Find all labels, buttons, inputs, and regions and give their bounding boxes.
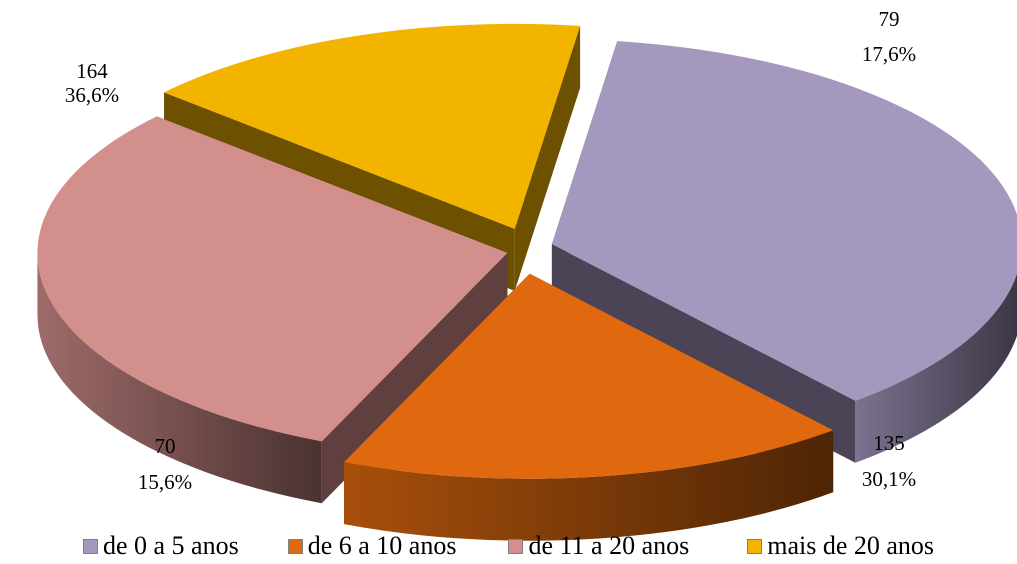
data-label-percent-1: 17,6% (862, 42, 916, 66)
legend-swatch-3 (747, 538, 763, 554)
pie-slice-side-1 (344, 430, 834, 541)
legend-swatch-1 (287, 538, 303, 554)
data-label-value-2: 135 (873, 431, 905, 455)
pie-slice-side-0 (855, 273, 1017, 463)
pie-slice-edge-3-1 (514, 25, 581, 291)
pie-slice-1 (344, 273, 834, 479)
pie-slice-3 (164, 23, 581, 229)
data-label-percent-0: 36,6% (65, 83, 119, 107)
legend-swatch-2 (508, 538, 524, 554)
legend-swatch-0 (82, 538, 98, 554)
legend-label-3: mais de 20 anos (767, 531, 935, 560)
legend-item-0: de 0 a 5 anos (82, 531, 239, 560)
legend-item-3: mais de 20 anos (747, 531, 935, 560)
legend-item-1: de 6 a 10 anos (287, 531, 457, 560)
legend-label-0: de 0 a 5 anos (102, 531, 239, 560)
data-label-percent-2: 30,1% (862, 467, 916, 491)
pie-slice-side-2 (37, 252, 322, 504)
legend-label-2: de 11 a 20 anos (528, 531, 690, 560)
pie-slice-2 (37, 116, 508, 442)
data-label-percent-3: 15,6% (138, 470, 192, 494)
legend-label-1: de 6 a 10 anos (307, 531, 457, 560)
legend-item-2: de 11 a 20 anos (508, 531, 690, 560)
legend: de 0 a 5 anos de 6 a 10 anos de 11 a 20 … (0, 531, 1017, 560)
data-label-value-0: 164 (76, 59, 108, 83)
pie-slice-0 (551, 41, 1017, 401)
data-label-value-3: 70 (155, 434, 176, 458)
data-label-value-1: 79 (879, 7, 900, 31)
